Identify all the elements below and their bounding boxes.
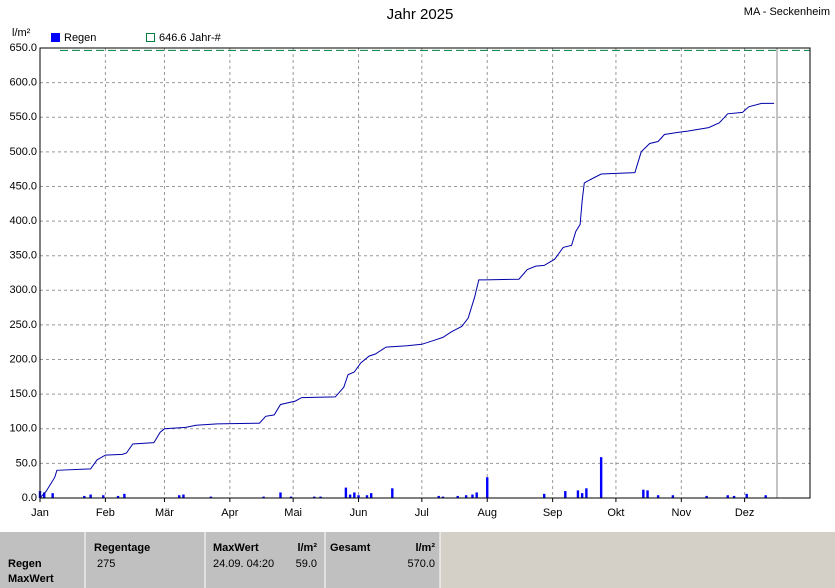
bar [646, 490, 649, 498]
bar [289, 496, 293, 498]
y-tick-label: 250.0 [9, 319, 37, 331]
y-tick-label: 50.0 [16, 457, 37, 469]
legend-swatch [146, 33, 155, 42]
y-tick-label: 200.0 [9, 353, 37, 365]
bar [732, 495, 736, 498]
bar [745, 493, 748, 498]
bar [182, 494, 185, 498]
y-tick-label: 600.0 [9, 77, 37, 89]
table-header: Regentage [94, 542, 150, 554]
x-tick-label: Jan [31, 507, 49, 519]
bar [116, 495, 120, 498]
x-tick-label: Mai [284, 507, 302, 519]
table-header: l/m² [297, 542, 317, 554]
table-panel-empty [440, 532, 835, 588]
y-tick-label: 100.0 [9, 423, 37, 435]
table-header: MaxWert [213, 542, 259, 554]
y-axis-label: l/m² [12, 27, 31, 39]
bar [319, 496, 322, 498]
x-tick-label: Dez [735, 507, 755, 519]
y-tick-label: 300.0 [9, 284, 37, 296]
bar [365, 495, 369, 498]
x-tick-label: Sep [543, 507, 563, 519]
bar [262, 496, 265, 498]
plot-frame [39, 47, 811, 499]
y-tick-label: 350.0 [9, 250, 37, 262]
bar [726, 495, 729, 498]
bar [348, 494, 352, 498]
x-tick-label: Apr [221, 507, 238, 519]
station: MA - Seckenheim [744, 6, 830, 18]
bar [564, 491, 567, 498]
bar [353, 492, 356, 498]
x-tick-label: Jul [415, 507, 429, 519]
bar [656, 495, 660, 498]
bar [576, 490, 580, 498]
legend-label: 646.6 Jahr-# [159, 32, 222, 44]
x-tick-label: Nov [672, 507, 692, 519]
bar [542, 493, 546, 498]
bar [102, 495, 105, 498]
bar [441, 496, 445, 498]
bar [764, 495, 767, 498]
chart-title: Jahr 2025 [387, 6, 454, 23]
bar [705, 495, 708, 498]
y-tick-label: 650.0 [9, 42, 37, 54]
bar [279, 492, 282, 498]
bar [599, 457, 603, 498]
bar [313, 496, 316, 498]
x-tick-label: Aug [477, 507, 497, 519]
bar [437, 495, 440, 498]
legend-swatch [51, 33, 60, 42]
legend-label: Regen [64, 32, 96, 44]
x-tick-label: Okt [607, 507, 624, 519]
table-header: Gesamt [330, 542, 371, 554]
y-tick-label: 400.0 [9, 215, 37, 227]
bar [43, 492, 46, 498]
y-tick-label: 150.0 [9, 388, 37, 400]
y-tick-label: 550.0 [9, 111, 37, 123]
table-header: l/m² [415, 542, 435, 554]
bar [391, 488, 394, 498]
bar [89, 494, 92, 498]
row-label: MaxWert [8, 573, 54, 585]
y-tick-label: 500.0 [9, 146, 37, 158]
y-tick-label: 0.0 [22, 492, 37, 504]
bar [357, 495, 360, 498]
bar [178, 495, 181, 498]
table-cell: 570.0 [407, 558, 435, 570]
bar [51, 493, 54, 498]
bar [486, 477, 489, 498]
bar [123, 493, 126, 498]
table-cell: 24.09. 04:20 [213, 558, 274, 570]
x-tick-label: Feb [96, 507, 115, 519]
y-tick-label: 450.0 [9, 180, 37, 192]
bar [344, 487, 348, 498]
cumulative-line [39, 102, 775, 499]
bar [456, 495, 459, 498]
table-cell: 275 [97, 558, 115, 570]
bar [475, 492, 478, 498]
bar [83, 495, 86, 498]
bar [370, 493, 373, 498]
bar [642, 489, 645, 498]
x-tick-label: Jun [350, 507, 368, 519]
table-cell: 59.0 [296, 558, 317, 570]
bar [209, 496, 213, 498]
bar [471, 494, 474, 498]
bar [585, 488, 588, 498]
x-tick-label: Mär [155, 507, 174, 519]
bar [464, 495, 468, 498]
bar [671, 495, 675, 498]
bar [580, 493, 584, 498]
row-label: Regen [8, 558, 42, 570]
